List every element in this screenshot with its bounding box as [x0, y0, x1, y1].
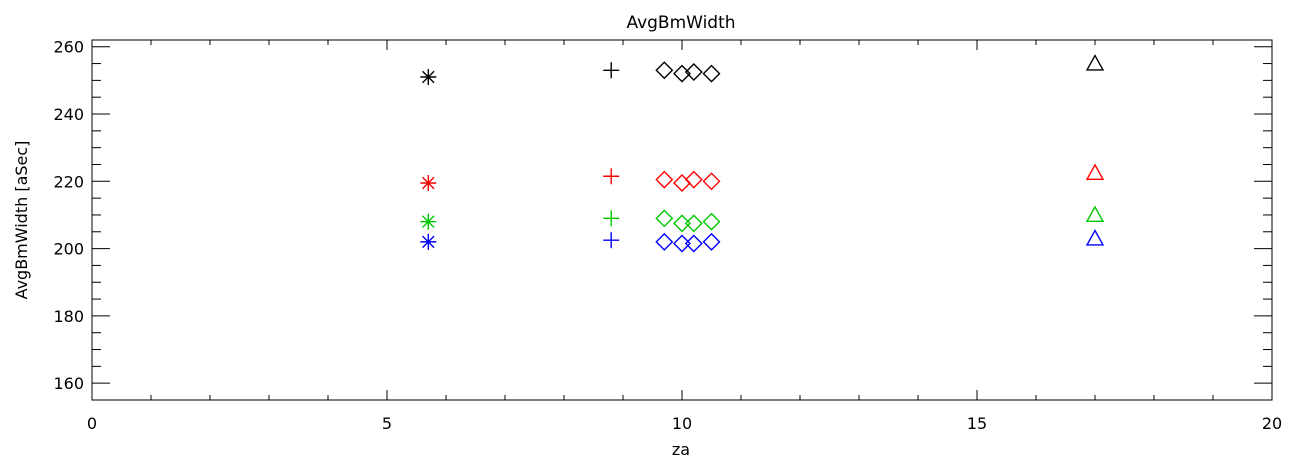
data-point-diamond — [702, 64, 721, 83]
x-tick-label: 10 — [672, 414, 692, 433]
data-point-diamond — [673, 234, 691, 253]
data-point-plus — [603, 62, 620, 79]
data-point-plus — [603, 210, 620, 227]
data-point-diamond — [655, 61, 674, 80]
data-point-diamond — [702, 232, 721, 251]
data-point-diamond — [684, 62, 703, 81]
tick-labels: 0 5 10 15 20 160 180 200 220 240 260 — [53, 38, 1282, 433]
data-point-diamond — [655, 209, 674, 228]
y-tick-label: 160 — [53, 374, 84, 393]
data-point-diamond — [702, 212, 721, 231]
data-points — [420, 54, 1105, 253]
data-point-plus — [603, 232, 620, 249]
data-point-triangle — [1085, 163, 1105, 180]
y-tick-label: 180 — [53, 307, 84, 326]
plot-frame — [91, 39, 1273, 401]
x-tick-label: 20 — [1262, 414, 1282, 433]
axis-ticks — [91, 40, 1273, 401]
x-tick-label: 0 — [87, 414, 97, 433]
data-point-triangle — [1085, 229, 1105, 246]
data-point-diamond — [684, 214, 703, 233]
data-point-plus — [603, 168, 620, 185]
data-point-diamond — [702, 172, 721, 191]
data-point-asterisk — [420, 174, 437, 191]
data-point-diamond — [655, 232, 674, 251]
data-point-diamond — [684, 234, 703, 253]
data-point-diamond — [673, 214, 691, 233]
data-point-asterisk — [420, 69, 437, 86]
y-tick-label: 220 — [53, 172, 84, 191]
x-tick-label: 5 — [382, 414, 392, 433]
y-axis-title: AvgBmWidth [aSec] — [12, 141, 31, 300]
data-point-triangle — [1085, 205, 1105, 223]
x-tick-label: 15 — [967, 414, 987, 433]
x-axis-title: za — [672, 440, 690, 459]
data-point-diamond — [684, 170, 703, 189]
data-point-asterisk — [420, 233, 437, 250]
data-point-asterisk — [420, 213, 437, 230]
y-tick-label: 260 — [53, 38, 84, 57]
data-point-diamond — [655, 170, 674, 189]
y-tick-label: 240 — [53, 105, 84, 124]
data-point-triangle — [1085, 54, 1105, 71]
y-tick-label: 200 — [53, 240, 84, 259]
chart-title: AvgBmWidth — [626, 13, 735, 33]
